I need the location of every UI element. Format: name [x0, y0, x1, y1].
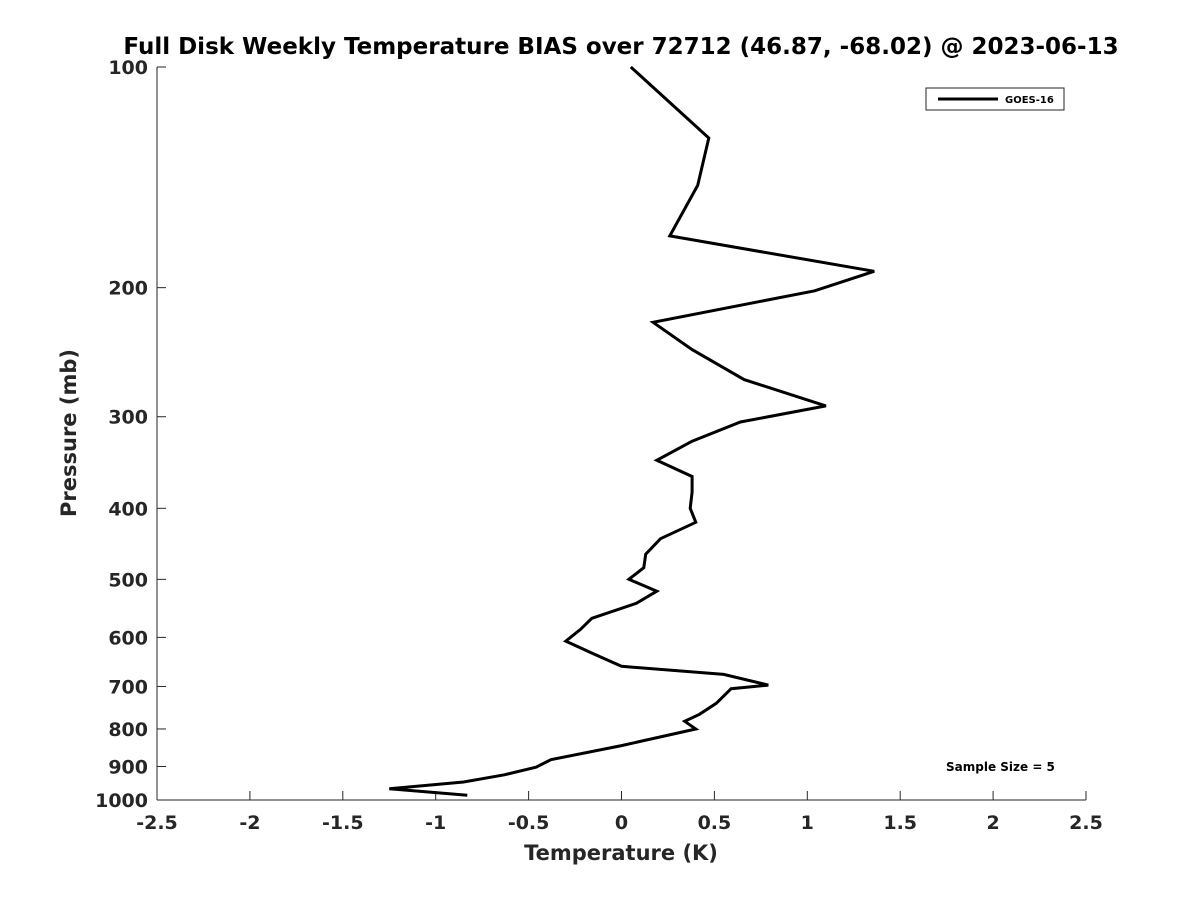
x-tick-label: -1	[425, 812, 446, 834]
x-tick-label: 2.5	[1069, 812, 1103, 834]
plot-area	[157, 67, 1086, 800]
x-tick-label: 0	[615, 812, 628, 834]
y-tick-label: 500	[108, 569, 148, 591]
y-axis-ticks: 100 200 300 400 500 600 700 800 900 1000	[95, 57, 166, 812]
sample-size-note: Sample Size = 5	[946, 760, 1055, 774]
x-tick-label: 1	[801, 812, 814, 834]
series-group	[389, 65, 875, 797]
y-tick-label: 100	[108, 57, 148, 79]
y-axis-label: Pressure (mb)	[57, 349, 81, 517]
y-tick-label: 700	[108, 676, 148, 698]
x-tick-label: -2.5	[136, 812, 178, 834]
y-tick-label: 600	[108, 627, 148, 649]
y-tick-label: 900	[108, 756, 148, 778]
x-tick-label: 0.5	[698, 812, 732, 834]
y-tick-label: 200	[108, 278, 148, 300]
y-tick-label: 800	[108, 719, 148, 741]
x-axis-ticks: -2.5 -2 -1.5 -1 -0.5 0 0.5 1 1.5 2 2.5	[136, 791, 1103, 834]
legend: GOES-16	[925, 87, 1065, 111]
series-line-goes-16	[389, 65, 875, 797]
chart-title: Full Disk Weekly Temperature BIAS over 7…	[123, 34, 1118, 60]
x-tick-label: -0.5	[508, 812, 550, 834]
x-tick-label: 2	[986, 812, 999, 834]
y-tick-label: 300	[108, 407, 148, 429]
y-tick-label: 400	[108, 498, 148, 520]
legend-label-goes16: GOES-16	[1005, 95, 1054, 106]
x-tick-label: -1.5	[322, 812, 364, 834]
x-tick-label: -2	[239, 812, 260, 834]
x-axis-label: Temperature (K)	[524, 841, 718, 865]
x-tick-label: 1.5	[883, 812, 917, 834]
y-tick-label: 1000	[95, 790, 148, 812]
